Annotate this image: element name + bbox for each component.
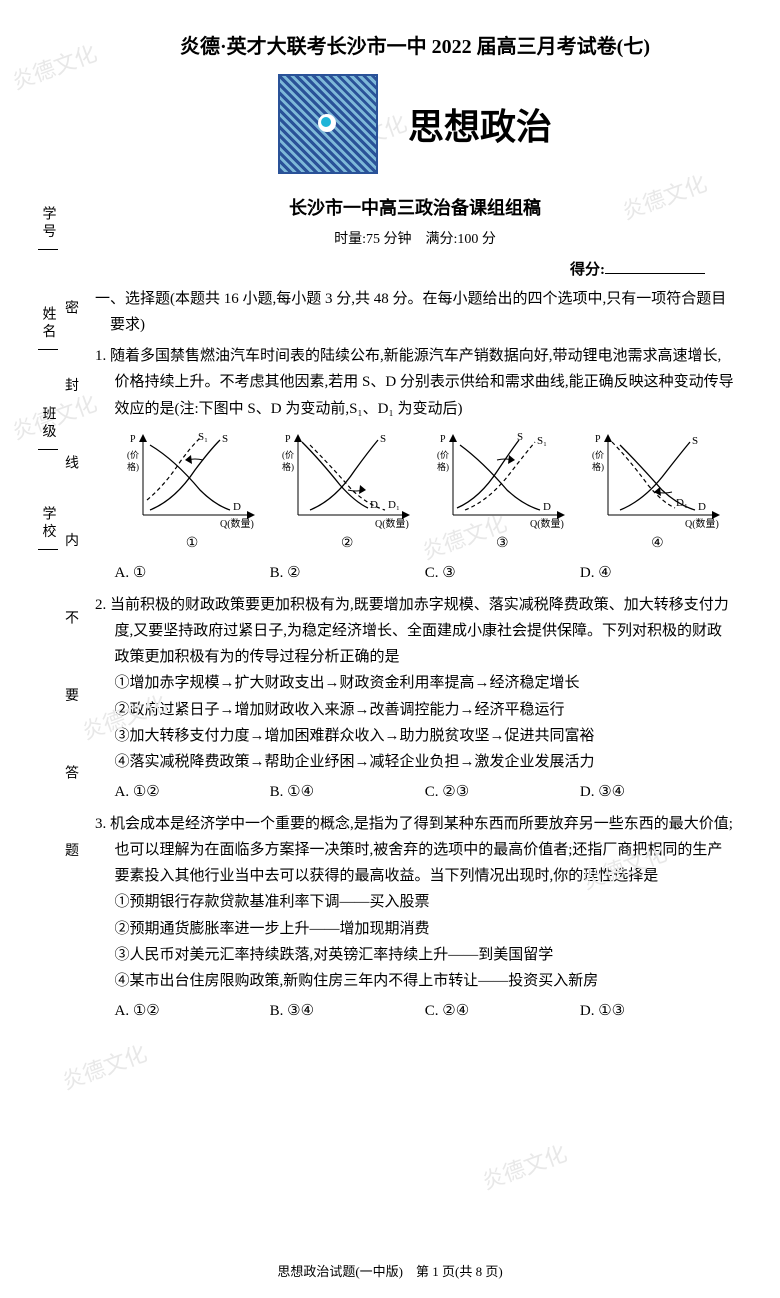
svg-text:(价: (价 bbox=[282, 450, 294, 460]
q3-text: 3. 机会成本是经济学中一个重要的概念,是指为了得到某种东西而所要放弃另一些东西… bbox=[95, 811, 735, 890]
q1-opt-b: B. ② bbox=[270, 560, 425, 586]
chart-3: P (价 格) S S₁ D Q(数量) ③ bbox=[427, 430, 577, 557]
axis-y: P bbox=[130, 434, 136, 445]
svg-text:P: P bbox=[285, 434, 291, 445]
svg-text:格): 格) bbox=[282, 461, 294, 472]
seal-line-text: 密 封 线 内 不 要 答 题 bbox=[60, 300, 80, 887]
exam-header-title: 炎德·英才大联考长沙市一中 2022 届高三月考试卷(七) bbox=[95, 30, 735, 59]
q2-opt-d: D. ③④ bbox=[580, 779, 735, 805]
watermark: 炎德文化 bbox=[477, 1136, 571, 1196]
score-line: 得分: bbox=[95, 258, 735, 279]
time-score: 时量:75 分钟 满分:100 分 bbox=[95, 228, 735, 248]
question-3: 3. 机会成本是经济学中一个重要的概念,是指为了得到某种东西而所要放弃另一些东西… bbox=[95, 811, 735, 1025]
q2-opt-a: A. ①② bbox=[115, 779, 270, 805]
q3-opt-b: B. ③④ bbox=[270, 998, 425, 1024]
side-label-school: 学 校 bbox=[38, 500, 58, 550]
score-blank bbox=[605, 273, 705, 274]
svg-text:P: P bbox=[440, 434, 446, 445]
q2-item-3: ③加大转移支付力度→增加困难群众收入→助力脱贫攻坚→促进共同富裕 bbox=[95, 723, 735, 749]
watermark: 炎德文化 bbox=[57, 1036, 151, 1096]
svg-text:格): 格) bbox=[592, 461, 604, 472]
q1-opt-c: C. ③ bbox=[425, 560, 580, 586]
svg-text:D: D bbox=[370, 499, 378, 511]
q2-text: 2. 当前积极的财政政策要更加积极有为,既要增加赤字规模、落实减税降费政策、加大… bbox=[95, 592, 735, 671]
curve-d: D bbox=[233, 501, 241, 513]
side-label-name: 姓 名 bbox=[38, 300, 58, 350]
q2-opt-c: C. ②③ bbox=[425, 779, 580, 805]
section-title: 一、选择题(本题共 16 小题,每小题 3 分,共 48 分。在每小题给出的四个… bbox=[95, 287, 735, 338]
side-label-class: 班 级 bbox=[38, 400, 58, 450]
q3-options: A. ①② B. ③④ C. ②④ D. ①③ bbox=[95, 998, 735, 1024]
axis-y-sub: 格) bbox=[127, 461, 139, 472]
q3-opt-a: A. ①② bbox=[115, 998, 270, 1024]
svg-text:(价: (价 bbox=[592, 450, 604, 460]
q3-item-4: ④某市出台住房限购政策,新购住房三年内不得上市转让——投资买入新房 bbox=[95, 968, 735, 994]
q3-opt-c: C. ②④ bbox=[425, 998, 580, 1024]
curve-s: S bbox=[222, 433, 228, 445]
q2-item-2: ②政府过紧日子→增加财政收入来源→改善调控能力→经济平稳运行 bbox=[95, 697, 735, 723]
subject-title: 思想政治 bbox=[408, 98, 552, 150]
score-label: 得分: bbox=[570, 262, 605, 278]
chart-num-1: ① bbox=[117, 532, 267, 557]
side-label-id: 学 号 bbox=[38, 200, 58, 250]
q2-item-4: ④落实减税降费政策→帮助企业纾困→减轻企业负担→激发企业发展活力 bbox=[95, 749, 735, 775]
q1-opt-d: D. ④ bbox=[580, 560, 735, 586]
svg-text:S: S bbox=[517, 431, 523, 443]
q1-opt-a: A. ① bbox=[115, 560, 270, 586]
header-row: 思想政治 bbox=[95, 74, 735, 174]
qr-code bbox=[278, 74, 378, 174]
q2-options: A. ①② B. ①④ C. ②③ D. ③④ bbox=[95, 779, 735, 805]
chart-4: P (价 格) S D D₁ Q(数量) ④ bbox=[582, 430, 732, 557]
q1-text: 1. 随着多国禁售燃油汽车时间表的陆续公布,新能源汽车产销数据向好,带动锂电池需… bbox=[95, 343, 735, 422]
q2-opt-b: B. ①④ bbox=[270, 779, 425, 805]
page-footer: 思想政治试题(一中版) 第 1 页(共 8 页) bbox=[0, 1261, 780, 1280]
q3-item-1: ①预期银行存款贷款基准利率下调——买入股票 bbox=[95, 889, 735, 915]
chart-1: P (价 格) S S₁ D Q(数量) ① bbox=[117, 430, 267, 557]
question-2: 2. 当前积极的财政政策要更加积极有为,既要增加赤字规模、落实减税降费政策、加大… bbox=[95, 592, 735, 806]
question-1: 1. 随着多国禁售燃油汽车时间表的陆续公布,新能源汽车产销数据向好,带动锂电池需… bbox=[95, 343, 735, 587]
subtitle: 长沙市一中高三政治备课组组稿 bbox=[95, 194, 735, 220]
q3-item-3: ③人民币对美元汇率持续跌落,对英镑汇率持续上升——到美国留学 bbox=[95, 942, 735, 968]
svg-text:格): 格) bbox=[437, 461, 449, 472]
chart-num-4: ④ bbox=[582, 532, 732, 557]
q1-options: A. ① B. ② C. ③ D. ④ bbox=[95, 560, 735, 586]
svg-text:Q(数量): Q(数量) bbox=[685, 517, 719, 530]
svg-text:S₁: S₁ bbox=[537, 435, 547, 447]
svg-text:Q(数量): Q(数量) bbox=[375, 517, 409, 530]
svg-text:P: P bbox=[595, 434, 601, 445]
chart-2: P (价 格) S D D₁ Q(数量) ② bbox=[272, 430, 422, 557]
q3-opt-d: D. ①③ bbox=[580, 998, 735, 1024]
axis-x: Q(数量) bbox=[220, 517, 254, 530]
axis-y-sub: (价 bbox=[127, 450, 139, 460]
svg-text:D: D bbox=[543, 501, 551, 513]
svg-text:D₁: D₁ bbox=[388, 499, 400, 511]
svg-text:D: D bbox=[698, 501, 706, 513]
q2-item-1: ①增加赤字规模→扩大财政支出→财政资金利用率提高→经济稳定增长 bbox=[95, 670, 735, 696]
svg-text:Q(数量): Q(数量) bbox=[530, 517, 564, 530]
chart-num-3: ③ bbox=[427, 532, 577, 557]
svg-text:S: S bbox=[692, 435, 698, 447]
q1-charts: P (价 格) S S₁ D Q(数量) ① P bbox=[95, 430, 735, 557]
watermark: 炎德文化 bbox=[7, 36, 101, 96]
svg-text:S: S bbox=[380, 433, 386, 445]
curve-s1: S₁ bbox=[198, 431, 208, 443]
chart-num-2: ② bbox=[272, 532, 422, 557]
svg-text:D₁: D₁ bbox=[676, 497, 688, 509]
q3-item-2: ②预期通货膨胀率进一步上升——增加现期消费 bbox=[95, 916, 735, 942]
svg-text:(价: (价 bbox=[437, 450, 449, 460]
